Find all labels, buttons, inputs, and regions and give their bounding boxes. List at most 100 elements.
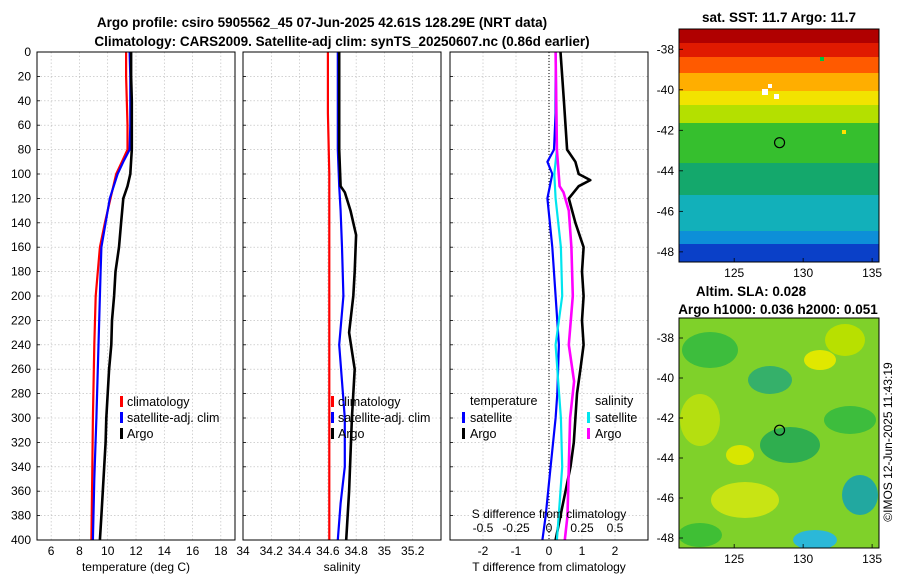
sst-map-title: sat. SST: 11.7 Argo: 11.7 bbox=[702, 10, 856, 25]
sst-map-frame bbox=[678, 28, 880, 263]
series-argo bbox=[98, 52, 134, 540]
sla-blob bbox=[679, 523, 722, 547]
x-tick-label: 8 bbox=[76, 544, 83, 558]
sla-map-ticks: 125 130 135 -38 -40 -42 -44 -46 -48 bbox=[657, 331, 883, 566]
legend-swatch-argo bbox=[331, 428, 334, 439]
lat-tick-label: -44 bbox=[657, 451, 675, 465]
depth-tick-label: 240 bbox=[11, 338, 31, 352]
salinity-series bbox=[326, 52, 358, 540]
sla-blob bbox=[842, 475, 878, 515]
series-satellite-adj-clim bbox=[336, 52, 346, 540]
series-t-argo bbox=[554, 52, 592, 540]
salinity-axes-frame bbox=[242, 51, 442, 541]
temperature-axes-frame bbox=[36, 51, 236, 541]
x-tick-label: 6 bbox=[48, 544, 55, 558]
sla-blob bbox=[804, 350, 836, 370]
s-tick-label: -0.5 bbox=[473, 521, 494, 535]
series-s-satellite bbox=[553, 52, 564, 540]
sst-band-lime bbox=[679, 105, 879, 123]
x-tick-label: 10 bbox=[101, 544, 115, 558]
x-tick-label: 14 bbox=[158, 544, 172, 558]
sst-band-red bbox=[679, 43, 879, 57]
series-t-satellite bbox=[541, 52, 561, 540]
sla-blob bbox=[711, 482, 779, 518]
lat-tick-label: -40 bbox=[657, 371, 675, 385]
sst-map-field bbox=[679, 29, 879, 262]
legend-swatch-t-argo bbox=[462, 428, 465, 439]
sst-map-ticks: 125 130 135 -38 -40 -42 -44 -46 -48 bbox=[657, 42, 883, 280]
sla-map: Altim. SLA: 0.028 Argo h1000: 0.036 h200… bbox=[657, 284, 883, 566]
legend-swatch-satellite bbox=[120, 412, 123, 423]
depth-tick-label: 60 bbox=[18, 118, 32, 132]
lon-tick-label: 135 bbox=[862, 552, 882, 566]
sst-map: sat. SST: 11.7 Argo: 11.7 125 130 135 -38 -4… bbox=[657, 10, 883, 280]
x-tick-label: -1 bbox=[511, 544, 522, 558]
depth-tick-label: 340 bbox=[11, 460, 31, 474]
temperature-grid bbox=[37, 51, 235, 541]
salinity-legend: climatology satellite-adj. clim Argo bbox=[331, 395, 430, 441]
temperature-panel: 0 20 40 60 80 100 120 140 160 180 200 220 240 260 280 3… bbox=[11, 45, 236, 574]
depth-tick-label: 400 bbox=[11, 533, 31, 547]
sla-blob bbox=[680, 394, 720, 446]
depth-tick-label: 80 bbox=[18, 143, 32, 157]
temperature-tick-labels: 6 8 10 12 14 16 18 bbox=[48, 544, 228, 558]
sla-map-title-line2: Argo h1000: 0.036 h2000: 0.051 bbox=[678, 302, 878, 317]
x-tick-label: 12 bbox=[129, 544, 143, 558]
x-tick-label: 34.4 bbox=[288, 544, 312, 558]
lon-tick-label: 135 bbox=[862, 266, 882, 280]
lat-tick-label: -38 bbox=[657, 331, 675, 345]
temperature-series bbox=[90, 52, 134, 540]
sst-speckle bbox=[842, 130, 846, 134]
lat-tick-label: -42 bbox=[657, 123, 675, 137]
sst-band-teal bbox=[679, 163, 879, 195]
lon-tick-label: 130 bbox=[793, 552, 813, 566]
sla-blob bbox=[760, 427, 820, 463]
sst-band-blue bbox=[679, 244, 879, 262]
figure-title-line1: Argo profile: csiro 5905562_45 07-Jun-20… bbox=[97, 15, 547, 30]
legend-swatch-climatology bbox=[120, 396, 123, 407]
legend-label-satellite: satellite-adj. clim bbox=[338, 411, 430, 425]
x-tick-label: 34.6 bbox=[316, 544, 340, 558]
depth-tick-label: 20 bbox=[18, 69, 32, 83]
sla-map-title-line1: Altim. SLA: 0.028 bbox=[696, 284, 807, 299]
sst-band-lightblue bbox=[679, 231, 879, 244]
figure-title-line2: Climatology: CARS2009. Satellite-adj cli… bbox=[94, 34, 589, 49]
series-argo bbox=[337, 52, 358, 540]
x-tick-label: 34 bbox=[236, 544, 250, 558]
sst-band-cyan bbox=[679, 195, 879, 231]
sst-missing-pixel bbox=[768, 84, 772, 88]
legend-label-s-argo: Argo bbox=[595, 427, 621, 441]
depth-tick-label: 140 bbox=[11, 216, 31, 230]
sla-argo-marker bbox=[773, 424, 786, 436]
depth-tick-label: 260 bbox=[11, 362, 31, 376]
depth-tick-label: 220 bbox=[11, 313, 31, 327]
x-tick-label: 2 bbox=[612, 544, 619, 558]
salinity-panel: 34 34.2 34.4 34.6 34.8 35 35.2 salinity climat… bbox=[236, 51, 442, 574]
lat-tick-label: -48 bbox=[657, 531, 675, 545]
lat-tick-label: -48 bbox=[657, 245, 675, 259]
depth-tick-labels: 0 20 40 60 80 100 120 140 160 180 200 220 240 260 280 3… bbox=[11, 45, 31, 547]
sst-band-orange bbox=[679, 57, 879, 73]
lon-tick-label: 125 bbox=[724, 552, 744, 566]
legend-label-argo: Argo bbox=[338, 427, 364, 441]
x-tick-label: 34.2 bbox=[260, 544, 284, 558]
sla-map-field bbox=[679, 318, 879, 548]
lat-tick-label: -38 bbox=[657, 42, 675, 56]
depth-tick-label: 160 bbox=[11, 240, 31, 254]
sla-blob bbox=[748, 366, 792, 394]
series-s-argo bbox=[554, 52, 576, 540]
sst-speckle bbox=[820, 57, 824, 61]
temperature-xlabel: temperature (deg C) bbox=[82, 560, 190, 574]
legend-label-s-satellite: satellite bbox=[595, 411, 637, 425]
x-tick-label: 16 bbox=[186, 544, 200, 558]
depth-tick-label: 120 bbox=[11, 191, 31, 205]
legend-heading-salinity: salinity bbox=[595, 394, 634, 408]
legend-swatch-s-argo bbox=[587, 428, 590, 439]
s-difference-tick-labels: -0.5 -0.25 0 0.25 0.5 bbox=[473, 521, 624, 535]
s-tick-label: -0.25 bbox=[502, 521, 530, 535]
salinity-xlabel: salinity bbox=[324, 560, 361, 574]
depth-tick-label: 0 bbox=[24, 45, 31, 59]
sla-blob bbox=[793, 530, 837, 548]
sst-argo-marker bbox=[773, 137, 786, 149]
